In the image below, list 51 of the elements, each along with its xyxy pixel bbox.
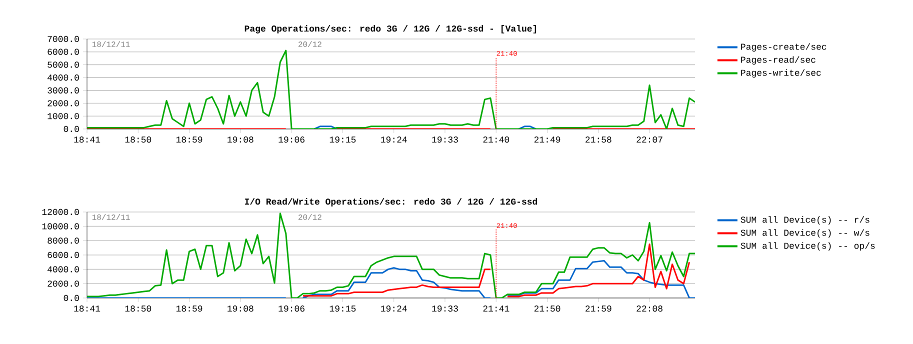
y-tick-label: 0.0	[64, 294, 79, 302]
x-tick-label: 19:15	[330, 306, 356, 312]
annotation: 18/12/11	[92, 41, 130, 47]
x-tick-label: 19:33	[432, 136, 458, 143]
chart-title: I/O Read/Write Operations/sec: redo 3G / 12G / 12G-ssd	[244, 198, 538, 206]
x-tick-label: 22:08	[636, 306, 662, 312]
x-tick-label: 18:59	[176, 306, 202, 312]
y-tick-label: 3000.0	[48, 87, 79, 94]
x-tick-label: 21:59	[586, 306, 612, 312]
x-tick-label: 18:59	[176, 136, 202, 143]
annotation: 20/12	[298, 41, 322, 47]
x-tick-label: 21:40	[483, 136, 510, 143]
legend-label: SUM all Device(s) -- op/s	[740, 242, 875, 251]
x-tick-label: 21:49	[534, 136, 560, 143]
x-tick-label: 22:07	[636, 136, 662, 143]
x-tick-label: 19:24	[380, 306, 407, 312]
x-tick-label: 19:08	[228, 136, 254, 143]
y-tick-label: 4000.0	[48, 266, 79, 272]
y-tick-label: 5000.0	[48, 62, 79, 68]
annotation: 18/12/11	[92, 214, 130, 220]
y-tick-label: 8000.0	[48, 238, 79, 244]
x-tick-label: 19:33	[432, 306, 458, 312]
y-tick-label: 12000.0	[42, 208, 79, 216]
x-tick-label: 21:58	[586, 136, 612, 143]
x-tick-label: 18:41	[74, 306, 100, 312]
x-tick-label: 18:41	[74, 136, 100, 143]
x-tick-label: 18:50	[125, 136, 152, 143]
y-tick-label: 1000.0	[48, 113, 79, 120]
chart-title: Page Operations/sec: redo 3G / 12G / 12G-ssd - [Value]	[244, 25, 536, 34]
legend-label: SUM all Device(s) -- r/s	[740, 216, 870, 225]
y-tick-label: 6000.0	[48, 48, 79, 55]
y-tick-label: 0.0	[64, 126, 79, 132]
legend-label: Pages-create/sec	[741, 43, 826, 52]
annotation: 20/12	[298, 214, 322, 220]
y-tick-label: 10000.0	[42, 223, 79, 230]
x-tick-label: 19:08	[228, 306, 254, 312]
x-tick-label: 19:24	[380, 136, 407, 143]
x-tick-label: 21:41	[483, 306, 510, 312]
legend-label: Pages-write/sec	[741, 69, 821, 78]
x-tick-label: 18:50	[125, 306, 152, 312]
legend-label: SUM all Device(s) -- w/s	[740, 229, 870, 238]
y-tick-label: 2000.0	[48, 280, 79, 287]
x-tick-label: 19:06	[278, 136, 304, 143]
x-tick-label: 19:15	[330, 136, 356, 143]
legend-label: Pages-read/sec	[741, 56, 816, 65]
y-tick-label: 4000.0	[48, 74, 79, 81]
y-tick-label: 6000.0	[48, 252, 79, 258]
x-tick-label: 19:06	[278, 306, 304, 312]
y-tick-label: 7000.0	[48, 36, 79, 42]
x-tick-label: 21:50	[534, 306, 560, 312]
y-tick-label: 2000.0	[48, 100, 79, 106]
